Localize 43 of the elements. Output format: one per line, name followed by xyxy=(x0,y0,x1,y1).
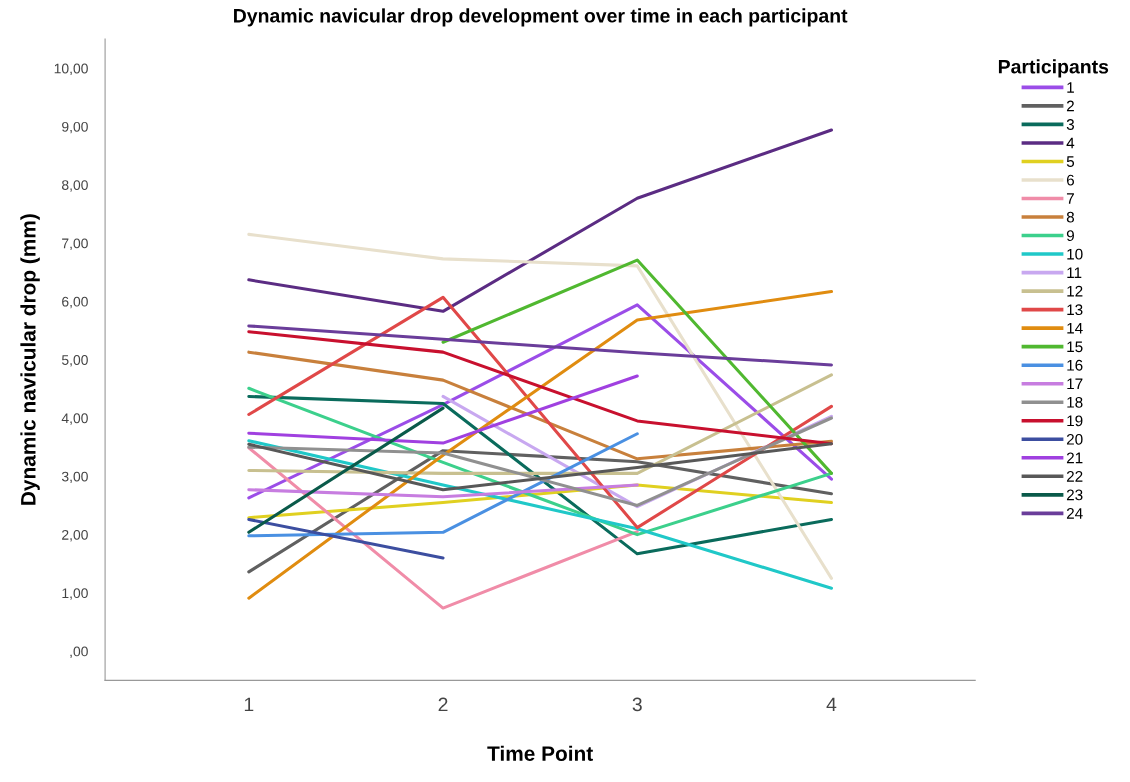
legend-label: 24 xyxy=(1066,508,1083,519)
legend-label: 14 xyxy=(1067,322,1083,334)
y-tick-label: 9,00 xyxy=(62,121,88,134)
y-tick-label: 5,00 xyxy=(61,355,88,367)
legend-label: 21 xyxy=(1066,452,1083,464)
y-tick-label: 1,00 xyxy=(62,588,88,600)
y-tick-label: 3,00 xyxy=(61,471,88,484)
x-axis-title: Time Point xyxy=(487,745,593,761)
y-tick-label: 8,00 xyxy=(62,180,88,192)
y-tick-label: 7,00 xyxy=(62,238,88,250)
legend-label: 17 xyxy=(1067,378,1083,390)
x-tick-label: 4 xyxy=(826,697,837,712)
legend-label: 18 xyxy=(1067,396,1083,408)
legend-label: 23 xyxy=(1066,489,1083,501)
legend-label: 10 xyxy=(1067,248,1083,260)
legend-label: 6 xyxy=(1066,174,1075,186)
legend-label: 1 xyxy=(1067,82,1074,93)
y-tick-label: 6,00 xyxy=(62,296,88,309)
legend-label: 2 xyxy=(1066,100,1074,112)
chart-title: Dynamic navicular drop development over time in each participant xyxy=(234,8,848,27)
y-tick-label: 10,00 xyxy=(54,63,88,76)
legend-label: 7 xyxy=(1066,193,1074,204)
legend-label: 12 xyxy=(1067,285,1083,297)
x-tick-label: 1 xyxy=(244,697,254,712)
legend-label: 22 xyxy=(1066,470,1083,482)
x-tick-label: 2 xyxy=(438,697,448,712)
legend-label: 9 xyxy=(1066,230,1074,242)
legend-label: 19 xyxy=(1067,415,1083,427)
legend-label: 20 xyxy=(1066,433,1083,445)
y-axis-title: Dynamic navicular drop (mm) xyxy=(20,214,40,505)
legend-label: 11 xyxy=(1067,267,1082,278)
legend-label: 3 xyxy=(1066,119,1075,130)
y-tick-label: 2,00 xyxy=(62,529,88,542)
legend-label: 15 xyxy=(1067,341,1083,353)
legend-label: 16 xyxy=(1067,359,1083,371)
legend-label: 5 xyxy=(1066,156,1075,167)
y-tick-label: ,00 xyxy=(70,646,88,658)
legend-title: Participants xyxy=(998,59,1109,78)
legend-label: 4 xyxy=(1066,137,1075,149)
legend-label: 13 xyxy=(1067,304,1083,316)
legend-label: 8 xyxy=(1066,211,1075,223)
x-tick-label: 3 xyxy=(632,697,642,712)
y-tick-label: 4,00 xyxy=(61,413,88,425)
